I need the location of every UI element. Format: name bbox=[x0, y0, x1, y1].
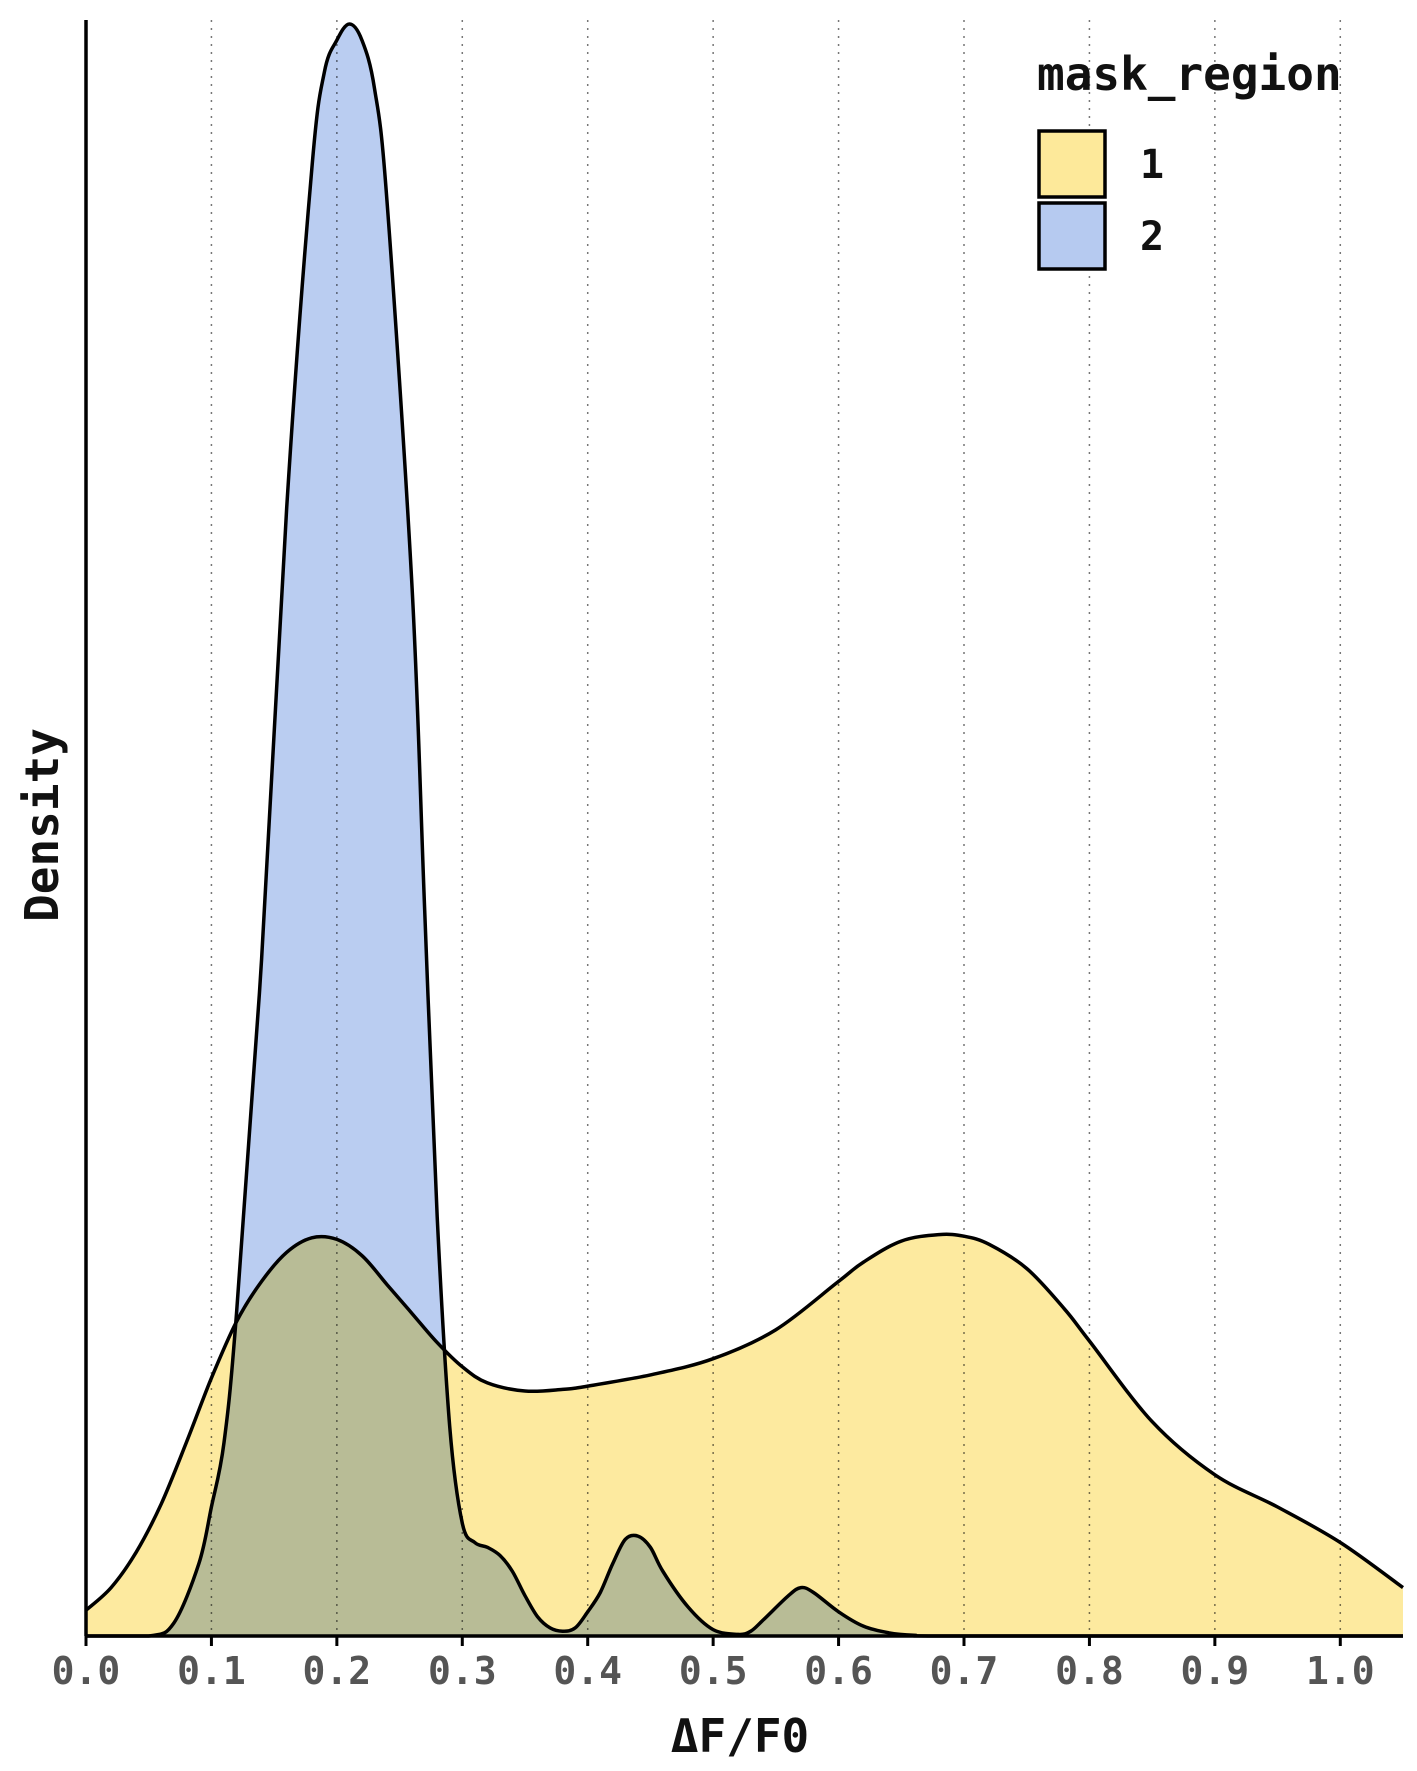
legend-label-2: 2 bbox=[1140, 214, 1164, 260]
axes bbox=[84, 20, 1403, 1638]
x-tick-label: 0.0 bbox=[52, 1649, 121, 1693]
legend-key-2 bbox=[1037, 201, 1107, 271]
legend-key-1 bbox=[1037, 129, 1107, 199]
x-tick-label: 0.5 bbox=[679, 1649, 748, 1693]
density-line-2 bbox=[86, 22, 1403, 1638]
legend-label-1: 1 bbox=[1140, 142, 1164, 188]
x-tick-label: 0.3 bbox=[428, 1649, 497, 1693]
x-tick-label: 0.9 bbox=[1181, 1649, 1250, 1693]
x-tick-label: 0.6 bbox=[804, 1649, 873, 1693]
x-tick-label: 0.2 bbox=[303, 1649, 372, 1693]
density-areas bbox=[84, 22, 1405, 1638]
x-tick-labels: 0.0 0.1 0.2 0.3 0.4 0.5 0.6 0.7 0.8 0.9 1.0 bbox=[52, 1636, 1375, 1693]
y-axis-title: Density bbox=[15, 728, 69, 922]
x-tick-label: 0.4 bbox=[553, 1649, 622, 1693]
x-tick-label: 0.1 bbox=[177, 1649, 246, 1693]
x-tick-label: 1.0 bbox=[1306, 1649, 1375, 1693]
x-axis-title: ΔF/F0 bbox=[671, 1709, 809, 1763]
x-tick-label: 0.7 bbox=[930, 1649, 999, 1693]
legend-title: mask_region bbox=[1037, 47, 1342, 101]
x-tick-label: 0.8 bbox=[1055, 1649, 1124, 1693]
legend: mask_region 1 2 bbox=[1037, 47, 1342, 271]
density-area-2 bbox=[86, 24, 1403, 1636]
